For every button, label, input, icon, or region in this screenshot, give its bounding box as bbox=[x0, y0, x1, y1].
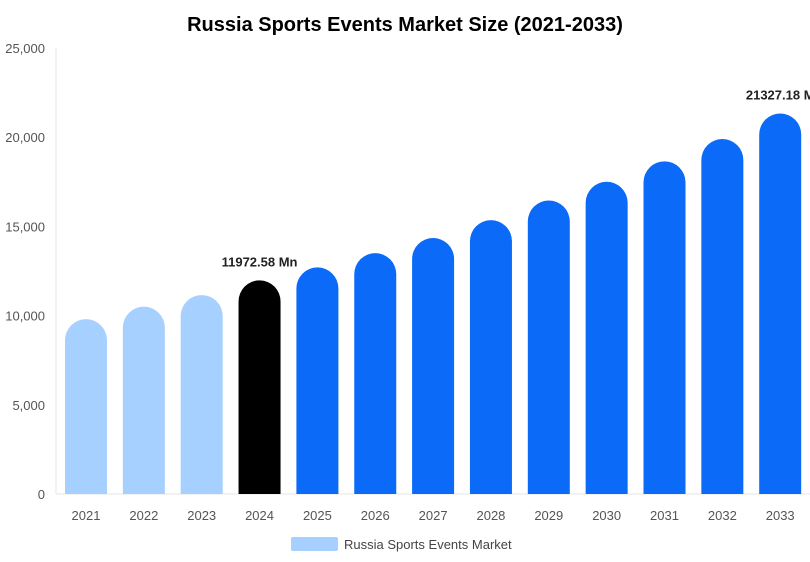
x-axis: 2021 2022 2023 2024 2025 2026 2027 2028 2029 2030… bbox=[72, 508, 795, 523]
bar-2026[interactable] bbox=[354, 253, 397, 494]
x-tick-label: 2027 bbox=[419, 508, 448, 523]
x-tick-label: 2032 bbox=[708, 508, 737, 523]
bar-2027[interactable] bbox=[412, 237, 455, 494]
x-tick-label: 2022 bbox=[129, 508, 158, 523]
x-tick-label: 2031 bbox=[650, 508, 679, 523]
legend-label: Russia Sports Events Market bbox=[344, 537, 512, 552]
legend[interactable]: Russia Sports Events Market bbox=[291, 537, 512, 552]
y-tick-label: 10,000 bbox=[5, 309, 45, 324]
x-tick-label: 2026 bbox=[361, 508, 390, 523]
chart-title: Russia Sports Events Market Size (2021-2… bbox=[187, 14, 623, 36]
x-tick-label: 2023 bbox=[187, 508, 216, 523]
x-tick-label: 2028 bbox=[476, 508, 505, 523]
data-labels: 11972.58 Mn 21327.18 M bbox=[222, 88, 810, 270]
x-tick-label: 2033 bbox=[766, 508, 795, 523]
legend-swatch bbox=[291, 537, 338, 551]
bar-2021[interactable] bbox=[65, 319, 107, 494]
y-tick-label: 0 bbox=[38, 487, 45, 502]
y-tick-label: 25,000 bbox=[5, 41, 45, 56]
y-tick-label: 5,000 bbox=[12, 398, 45, 413]
bar-2024[interactable] bbox=[238, 280, 281, 494]
bar-2030[interactable] bbox=[585, 181, 628, 494]
y-tick-label: 20,000 bbox=[5, 130, 45, 145]
bar-2025[interactable] bbox=[296, 267, 339, 494]
x-tick-label: 2030 bbox=[592, 508, 621, 523]
bar-2023[interactable] bbox=[180, 295, 223, 494]
data-label-2033: 21327.18 M bbox=[746, 88, 810, 103]
bar-2028[interactable] bbox=[469, 220, 512, 494]
bar-2033[interactable] bbox=[759, 113, 802, 495]
data-label-2024: 11972.58 Mn bbox=[222, 254, 298, 269]
y-axis: 0 5,000 10,000 15,000 20,000 25,000 bbox=[5, 41, 45, 502]
x-tick-label: 2025 bbox=[303, 508, 332, 523]
bar-2029[interactable] bbox=[527, 200, 570, 495]
x-tick-label: 2024 bbox=[245, 508, 274, 523]
bar-2022[interactable] bbox=[122, 306, 165, 494]
bar-2032[interactable] bbox=[701, 138, 744, 494]
bar-2031[interactable] bbox=[643, 161, 686, 494]
bars bbox=[65, 113, 802, 495]
y-tick-label: 15,000 bbox=[5, 219, 45, 234]
x-tick-label: 2021 bbox=[72, 508, 101, 523]
x-tick-label: 2029 bbox=[534, 508, 563, 523]
